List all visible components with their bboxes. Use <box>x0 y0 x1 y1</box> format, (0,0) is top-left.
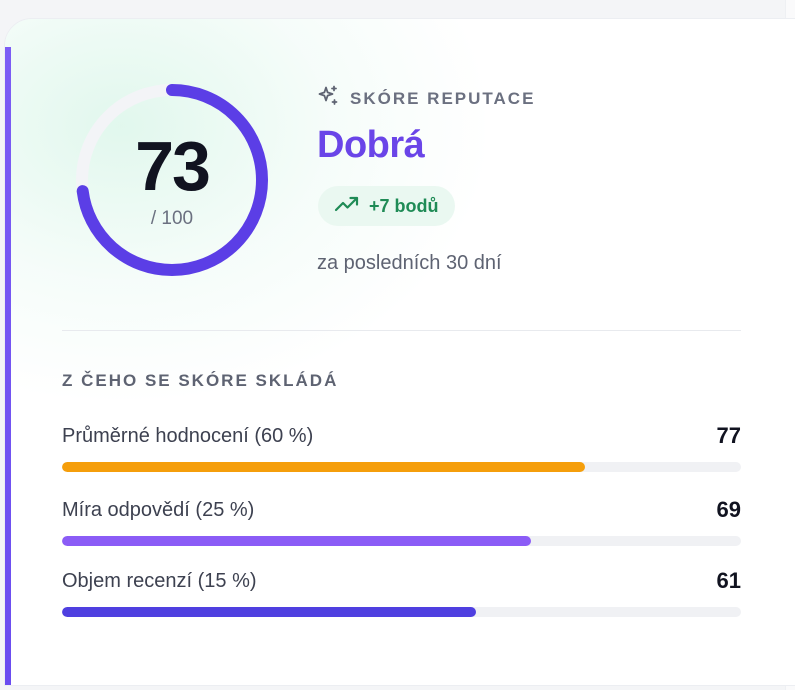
breakdown-fill <box>62 462 585 472</box>
breakdown-title: Z ČEHO SE SKÓRE SKLÁDÁ <box>62 371 339 390</box>
breakdown-fill <box>62 607 477 617</box>
breakdown-label: Míra odpovědí (25 %) <box>62 499 255 521</box>
card-accent-bar <box>5 47 11 685</box>
breakdown-row-review-volume: Objem recenzí (15 %) 61 <box>62 568 741 620</box>
delta-label: +7 bodů <box>369 195 439 216</box>
score-delta-badge: +7 bodů <box>318 186 455 226</box>
section-divider <box>62 330 741 331</box>
breakdown-track <box>62 462 741 472</box>
score-ring-progress <box>76 84 268 276</box>
eyebrow-label: SKÓRE REPUTACE <box>350 88 536 108</box>
score-value: 73 <box>135 127 211 205</box>
breakdown-label: Průměrné hodnocení (60 %) <box>62 425 314 447</box>
breakdown-fill <box>62 536 531 546</box>
rating-label: Dobrá <box>317 124 425 166</box>
score-gauge: 73 / 100 <box>72 80 272 280</box>
breakdown-track <box>62 607 741 617</box>
breakdown-row-response-rate: Míra odpovědí (25 %) 69 <box>62 497 741 549</box>
sparkles-icon <box>316 84 340 113</box>
breakdown-track <box>62 536 741 546</box>
score-max: / 100 <box>150 208 194 229</box>
period-label: za posledních 30 dní <box>317 252 502 274</box>
breakdown-value: 69 <box>716 497 741 522</box>
breakdown-label: Objem recenzí (15 %) <box>62 570 257 592</box>
score-ring <box>76 84 268 276</box>
breakdown-value: 61 <box>716 568 741 593</box>
trending-up-icon <box>334 195 360 218</box>
breakdown-value: 77 <box>716 423 741 448</box>
breakdown-row-rating: Průměrné hodnocení (60 %) 77 <box>62 423 741 475</box>
score-eyebrow: SKÓRE REPUTACE <box>316 84 535 113</box>
